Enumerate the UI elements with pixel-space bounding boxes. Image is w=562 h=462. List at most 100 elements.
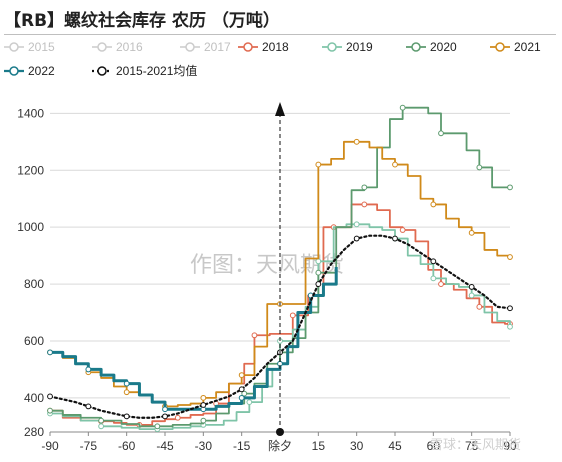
legend-label: 2015 (28, 40, 55, 54)
y-tick-label: 280 (24, 425, 44, 439)
y-tick-label: 1400 (17, 106, 44, 120)
data-point (507, 305, 513, 312)
x-tick-label: -15 (233, 439, 251, 453)
legend-marker (243, 42, 253, 52)
data-point (438, 281, 444, 287)
data-point (315, 258, 322, 265)
y-tick-label: 600 (24, 334, 44, 348)
data-point (200, 417, 207, 424)
x-tick-label: 除夕 (268, 438, 292, 453)
legend-marker (411, 42, 421, 52)
data-point (361, 184, 368, 191)
chart-series (47, 104, 513, 433)
cny-dot (276, 428, 284, 436)
x-tick-label: 90 (503, 439, 517, 453)
data-point (468, 292, 475, 299)
data-point (476, 303, 483, 310)
data-point (361, 201, 368, 208)
legend-marker (97, 66, 107, 76)
legend-item-2016: 2016 (92, 40, 143, 54)
x-tick-label: -30 (195, 439, 213, 453)
legend-marker (327, 42, 337, 52)
data-point (98, 423, 105, 430)
corner-watermark: 雪球：天风期货 (430, 437, 521, 453)
data-point (430, 275, 437, 282)
data-point (476, 164, 483, 171)
data-point (438, 130, 444, 137)
x-tick-label: -75 (80, 439, 98, 453)
legend-label: 2022 (28, 64, 55, 78)
legend-item-2020: 2020 (406, 40, 457, 54)
data-point (430, 258, 437, 265)
x-tick-label: -60 (118, 439, 136, 453)
series-2022 (47, 267, 338, 413)
data-point (154, 423, 161, 430)
data-point (98, 417, 105, 424)
data-point (392, 161, 398, 168)
data-point (315, 281, 322, 287)
x-tick-label: 30 (350, 439, 364, 453)
data-point (399, 104, 406, 111)
x-tick-label: 60 (427, 439, 441, 453)
y-tick-label: 1200 (17, 163, 44, 177)
data-point (507, 184, 513, 191)
data-point (123, 389, 130, 396)
series-line (50, 203, 510, 426)
data-point (507, 323, 513, 330)
data-point (162, 413, 168, 420)
y-tick-label: 1000 (17, 220, 44, 234)
data-point (289, 312, 296, 319)
x-tick-label: 45 (388, 439, 402, 453)
cny-marker (275, 102, 285, 436)
x-tick-label: -45 (156, 439, 174, 453)
data-point (123, 380, 130, 387)
data-point (47, 349, 53, 356)
data-point (251, 332, 258, 339)
data-point (241, 390, 248, 397)
data-point (468, 284, 475, 290)
legend-label: 2019 (346, 40, 373, 54)
data-point (123, 413, 130, 420)
data-point (47, 393, 53, 400)
data-point (162, 406, 168, 413)
legend-label: 2017 (204, 40, 231, 54)
data-point (468, 229, 475, 236)
legend-label: 2015-2021均值 (116, 63, 197, 78)
legend-label: 2021 (514, 40, 541, 54)
data-point (238, 394, 245, 401)
legend-item-2015-2021均值: 2015-2021均值 (92, 63, 197, 78)
legend-item-2018: 2018 (238, 40, 289, 54)
legend-item-2022: 2022 (4, 64, 55, 78)
data-point (85, 366, 92, 373)
legend-marker (9, 66, 19, 76)
data-point (507, 254, 513, 260)
y-tick-label: 400 (24, 391, 44, 405)
x-tick-label: 75 (465, 439, 479, 453)
chart-legend: 2015 2016 2017 2018 2019 2020 2021 2022 2015-202… (4, 40, 541, 78)
title-divider (4, 34, 556, 35)
legend-marker (9, 42, 19, 52)
data-point (392, 235, 398, 242)
legend-label: 2016 (116, 40, 143, 54)
legend-item-2017: 2017 (180, 40, 231, 54)
data-point (353, 221, 360, 228)
watermark-text: 作图：天风期货 (190, 253, 344, 278)
legend-item-2015: 2015 (4, 40, 55, 54)
legend-item-2019: 2019 (322, 40, 373, 54)
data-point (353, 138, 360, 145)
legend-marker (185, 42, 195, 52)
data-point (238, 372, 245, 379)
data-point (315, 161, 322, 168)
data-point (238, 386, 245, 393)
data-point (430, 201, 437, 208)
y-axis: 280 400 600 800 1000 1200 1400 (17, 106, 44, 439)
y-tick-label: 800 (24, 277, 44, 291)
legend-marker (97, 42, 107, 52)
arrow-up-icon (275, 102, 285, 116)
data-point (200, 402, 207, 408)
legend-marker (495, 42, 505, 52)
x-tick-label: 15 (312, 439, 326, 453)
data-point (47, 407, 53, 414)
data-point (85, 403, 92, 410)
